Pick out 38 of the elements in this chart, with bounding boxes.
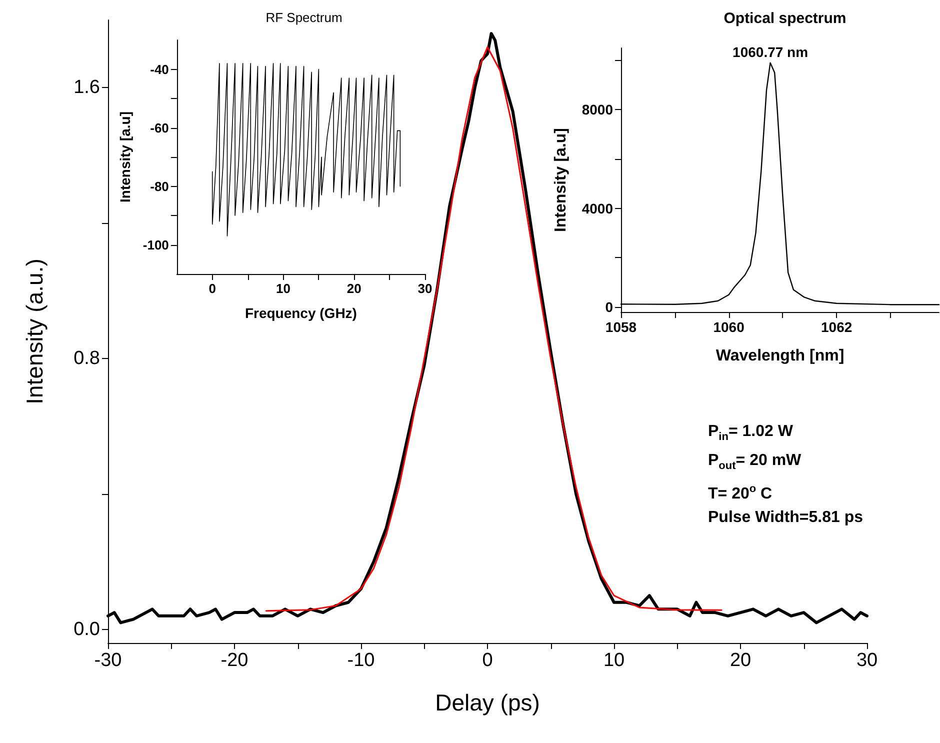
x-tick-label: 0 [482,650,493,671]
x-tick-label: 1060 [713,319,745,335]
x-axis-title: Wavelength [nm] [716,348,844,364]
x-tick-label: 30 [418,281,432,296]
y-tick-label: 0 [605,299,614,316]
y-tick-label: -60 [150,120,169,136]
annotation: P$_{in}$= 1.02 W [708,422,794,446]
annotation: P$_{out}$= 20 mW [708,451,802,474]
x-axis-title: Frequency (GHz) [244,305,357,321]
x-tick-label: -10 [347,650,375,671]
y-tick-label: 0.0 [74,618,100,640]
annotation: Pulse Width=5.81 ps [708,508,864,528]
y-tick-label: -40 [150,62,169,77]
y-tick-label: -80 [150,178,169,194]
x-tick-label: 20 [730,650,752,671]
y-tick-label: 8000 [582,102,614,118]
line-series [212,63,401,236]
y-tick-label: 0.8 [74,348,100,370]
x-tick-label: 0 [208,281,216,296]
x-tick-label: -20 [220,650,248,671]
x-tick-label: 20 [346,281,362,296]
y-axis-title: Intensity (a.u.) [22,258,48,404]
x-axis-title: Delay (ps) [435,690,540,716]
x-tick-label: 10 [603,650,625,671]
chart-title: RF Spectrum [266,10,342,25]
x-tick-label: -30 [94,650,122,671]
y-tick-label: 1.6 [74,77,100,98]
x-tick-label: 1062 [821,319,852,335]
x-tick-label: 10 [276,281,290,296]
annotation: 1060.77 nm [732,44,808,60]
x-tick-label: 1058 [605,319,637,335]
y-tick-label: 4000 [582,200,614,216]
y-tick-label: -100 [142,237,169,252]
annotation: T= 20$^{o}$ C [708,482,774,505]
x-tick-label: 30 [856,650,878,671]
y-axis-title: Intensity [a.u] [552,128,570,232]
y-axis-title: Intensity [a.u] [117,111,133,203]
chart-title: Optical spectrum [724,10,846,27]
